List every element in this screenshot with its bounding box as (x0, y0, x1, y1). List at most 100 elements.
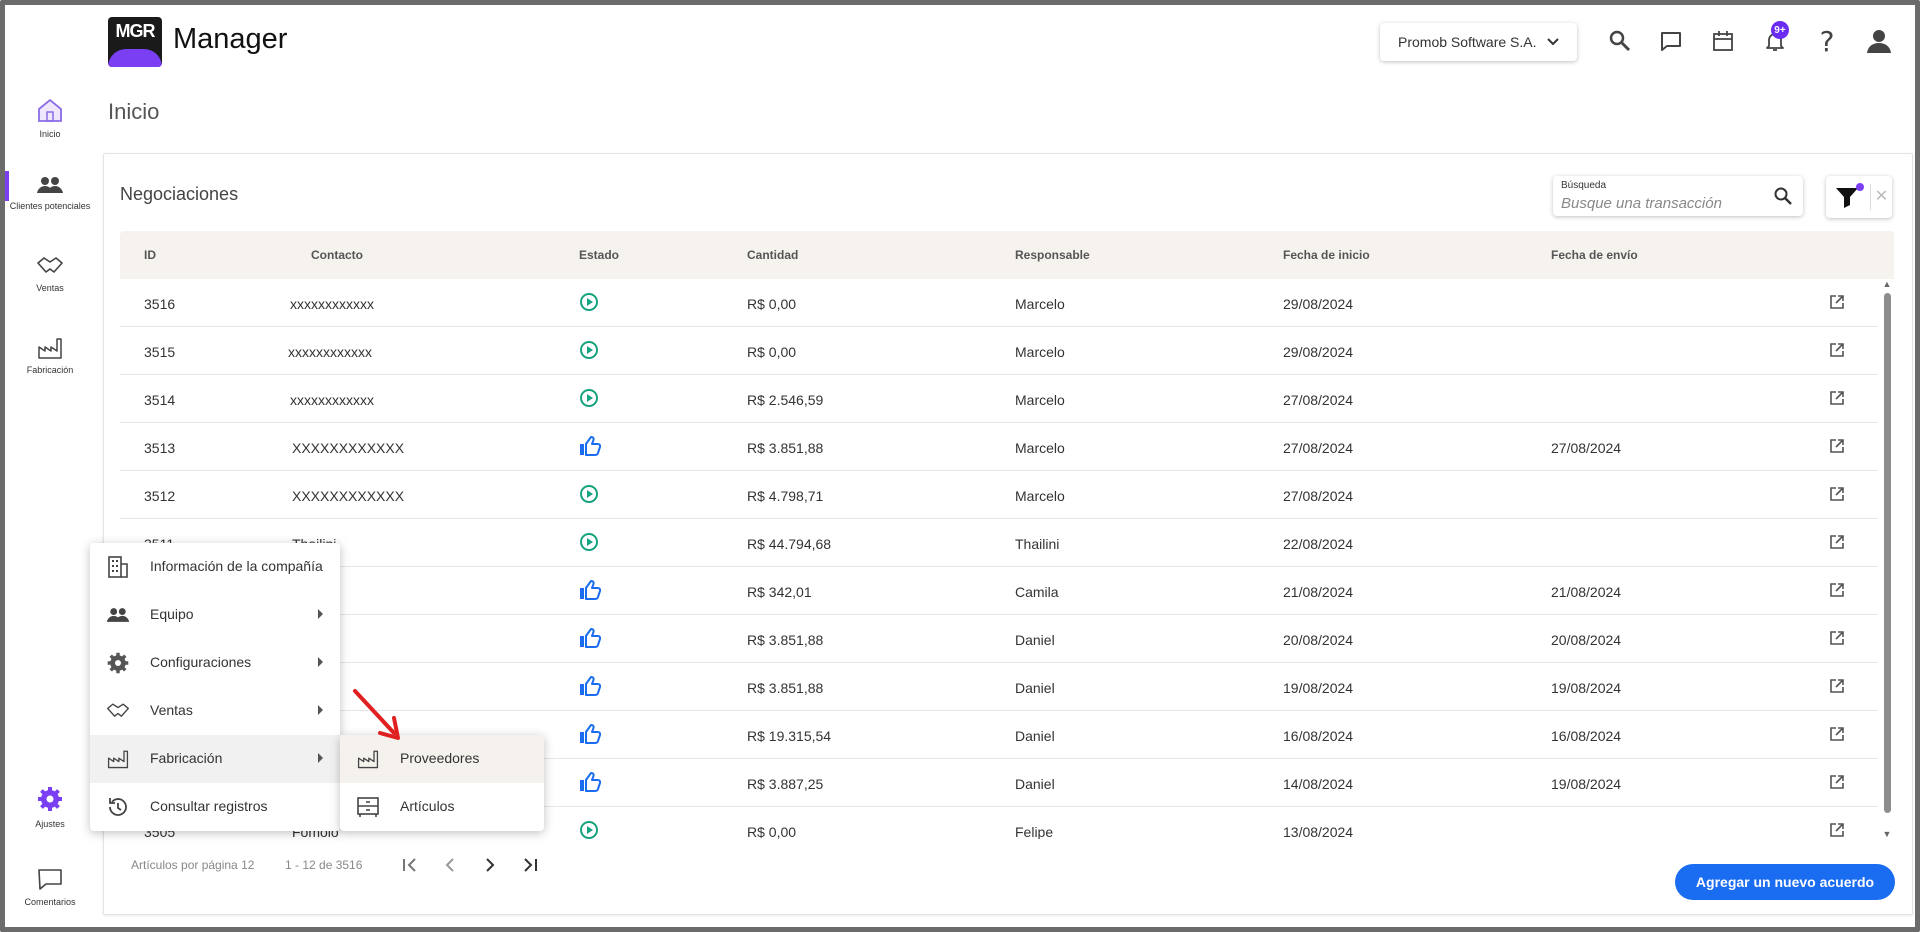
cell-contact: XXXXXXXXXXXX (292, 440, 405, 456)
column-header-start-date[interactable]: Fecha de inicio (1283, 248, 1370, 262)
search-icon[interactable] (1604, 25, 1636, 57)
scroll-thumb[interactable] (1884, 293, 1891, 813)
open-external-icon[interactable] (1829, 630, 1845, 649)
open-external-icon[interactable] (1829, 582, 1845, 601)
column-header-id[interactable]: ID (144, 248, 156, 262)
cell-start-date: 27/08/2024 (1283, 392, 1354, 408)
sidebar-label: Inicio (39, 129, 61, 139)
sidebar-item-inicio[interactable]: Inicio (5, 97, 95, 139)
submenu-item-proveedores[interactable]: Proveedores (340, 735, 544, 783)
open-external-icon[interactable] (1829, 774, 1845, 793)
sidebar-item-ventas[interactable]: Ventas (5, 255, 95, 293)
cell-ship-date: 20/08/2024 (1551, 632, 1622, 648)
items-per-page[interactable]: Artículos por página 12 (131, 858, 255, 872)
column-header-status[interactable]: Estado (579, 248, 620, 262)
table-row[interactable]: 3514 xxxxxxxxxxxx R$ 2.546,59 Marcelo 27/08/… (120, 375, 1878, 423)
table-row[interactable]: 3512 XXXXXXXXXXXX R$ 4.798,71 Marcelo 27/08/… (120, 471, 1878, 519)
open-external-icon[interactable] (1829, 678, 1845, 697)
play-circle-icon (579, 484, 599, 507)
chat-icon[interactable] (1655, 25, 1687, 57)
add-deal-button[interactable]: Agregar un nuevo acuerdo (1675, 864, 1895, 900)
search-icon[interactable] (1773, 186, 1793, 211)
sidebar-item-clientes[interactable]: Clientes potenciales (5, 175, 95, 211)
menu-item-consultar-registros[interactable]: Consultar registros (90, 783, 340, 831)
menu-item-configuraciones[interactable]: Configuraciones (90, 639, 340, 687)
open-external-icon[interactable] (1829, 390, 1845, 409)
table-row[interactable]: 3516 xxxxxxxxxxxx R$ 0,00 Marcelo 29/08/2024 (120, 279, 1878, 327)
page-range: 1 - 12 de 3516 (285, 858, 363, 872)
column-header-owner[interactable]: Responsable (1015, 248, 1090, 262)
clear-filter-icon[interactable]: ✕ (1870, 184, 1892, 210)
next-page-icon[interactable] (478, 854, 502, 876)
thumbs-up-icon (579, 580, 602, 603)
sidebar-item-fabricacion[interactable]: Fabricación (5, 337, 95, 375)
cell-ship-date: 19/08/2024 (1551, 776, 1622, 792)
submenu-item-articulos[interactable]: Artículos (340, 783, 544, 831)
menu-item-fabricacion[interactable]: Fabricación (90, 735, 340, 783)
chevron-right-icon (318, 753, 323, 763)
gear-icon (106, 651, 130, 675)
people-icon (36, 177, 64, 197)
search-field[interactable]: Búsqueda (1553, 176, 1803, 216)
table-row[interactable]: 3511ThailiniR$ 44.794,68Thailini22/08/20… (120, 519, 1878, 567)
chevron-right-icon (318, 609, 323, 619)
open-external-icon[interactable] (1829, 438, 1845, 457)
calendar-icon[interactable] (1707, 25, 1739, 57)
menu-item-ventas[interactable]: Ventas (90, 687, 340, 735)
cell-owner: Marcelo (1015, 488, 1065, 504)
app-name: Manager (173, 23, 288, 55)
cell-start-date: 13/08/2024 (1283, 824, 1354, 839)
open-external-icon[interactable] (1829, 822, 1845, 839)
menu-item-label: Fabricación (150, 750, 223, 766)
table-row[interactable]: R$ 3.887,25 Daniel 14/08/2024 19/08/2024 (120, 759, 1878, 807)
submenu-item-label: Artículos (400, 798, 455, 814)
cell-owner: Felipe (1015, 824, 1054, 839)
play-circle-icon (579, 292, 599, 315)
sidebar-item-comentarios[interactable]: Comentarios (5, 867, 95, 907)
table-scrollbar[interactable]: ▲ ▼ (1882, 279, 1892, 839)
menu-item-informacion-de-la-compania[interactable]: Información de la compañía (90, 543, 340, 591)
table-row[interactable]: 3513 XXXXXXXXXXXX R$ 3.851,88 Marcelo 27/08/… (120, 423, 1878, 471)
thumbs-up-icon (579, 628, 602, 651)
top-header: MGR Manager Promob Software S.A. 9+ ? (5, 5, 1915, 75)
pagination: Artículos por página 12 1 - 12 de 3516 (131, 854, 631, 874)
column-header-ship-date[interactable]: Fecha de envío (1551, 248, 1638, 262)
help-icon[interactable]: ? (1819, 24, 1835, 58)
cell-amount: R$ 3.851,88 (747, 440, 824, 456)
filter-icon[interactable] (1834, 185, 1860, 214)
column-header-contact[interactable]: Contacto (311, 248, 363, 262)
first-page-icon[interactable] (398, 854, 422, 876)
app-logo[interactable]: MGR (108, 17, 162, 67)
prev-page-icon[interactable] (438, 854, 462, 876)
open-external-icon[interactable] (1829, 294, 1845, 313)
play-circle-icon (579, 820, 599, 839)
annotation-arrow-icon (353, 689, 400, 740)
search-input[interactable] (1561, 193, 1766, 213)
open-external-icon[interactable] (1829, 486, 1845, 505)
table-header: ID Contacto Estado Cantidad Responsable … (120, 231, 1894, 279)
deals-title: Negociaciones (120, 184, 239, 204)
cell-contact: XXXXXXXXXXXX (292, 488, 405, 504)
menu-item-equipo[interactable]: Equipo (90, 591, 340, 639)
scroll-down-icon[interactable]: ▼ (1882, 829, 1892, 839)
open-external-icon[interactable] (1829, 534, 1845, 553)
company-selector[interactable]: Promob Software S.A. (1380, 23, 1577, 61)
cell-contact: xxxxxxxxxxxx (290, 296, 374, 312)
open-external-icon[interactable] (1829, 726, 1845, 745)
last-page-icon[interactable] (518, 854, 542, 876)
cell-owner: Camila (1015, 584, 1059, 600)
cell-start-date: 16/08/2024 (1283, 728, 1354, 744)
table-row[interactable]: 3515 xxxxxxxxxxxx R$ 0,00 Marcelo 29/08/2024 (120, 327, 1878, 375)
cell-id: 3514 (144, 392, 176, 408)
cell-ship-date: 16/08/2024 (1551, 728, 1622, 744)
scroll-up-icon[interactable]: ▲ (1882, 279, 1892, 289)
column-header-amount[interactable]: Cantidad (747, 248, 799, 262)
thumbs-up-icon (579, 436, 602, 459)
open-external-icon[interactable] (1829, 342, 1845, 361)
user-avatar-icon[interactable] (1863, 25, 1895, 57)
thumbs-up-icon (579, 676, 602, 699)
filter-active-dot (1856, 183, 1864, 191)
sidebar-item-ajustes[interactable]: Ajustes (5, 785, 95, 829)
